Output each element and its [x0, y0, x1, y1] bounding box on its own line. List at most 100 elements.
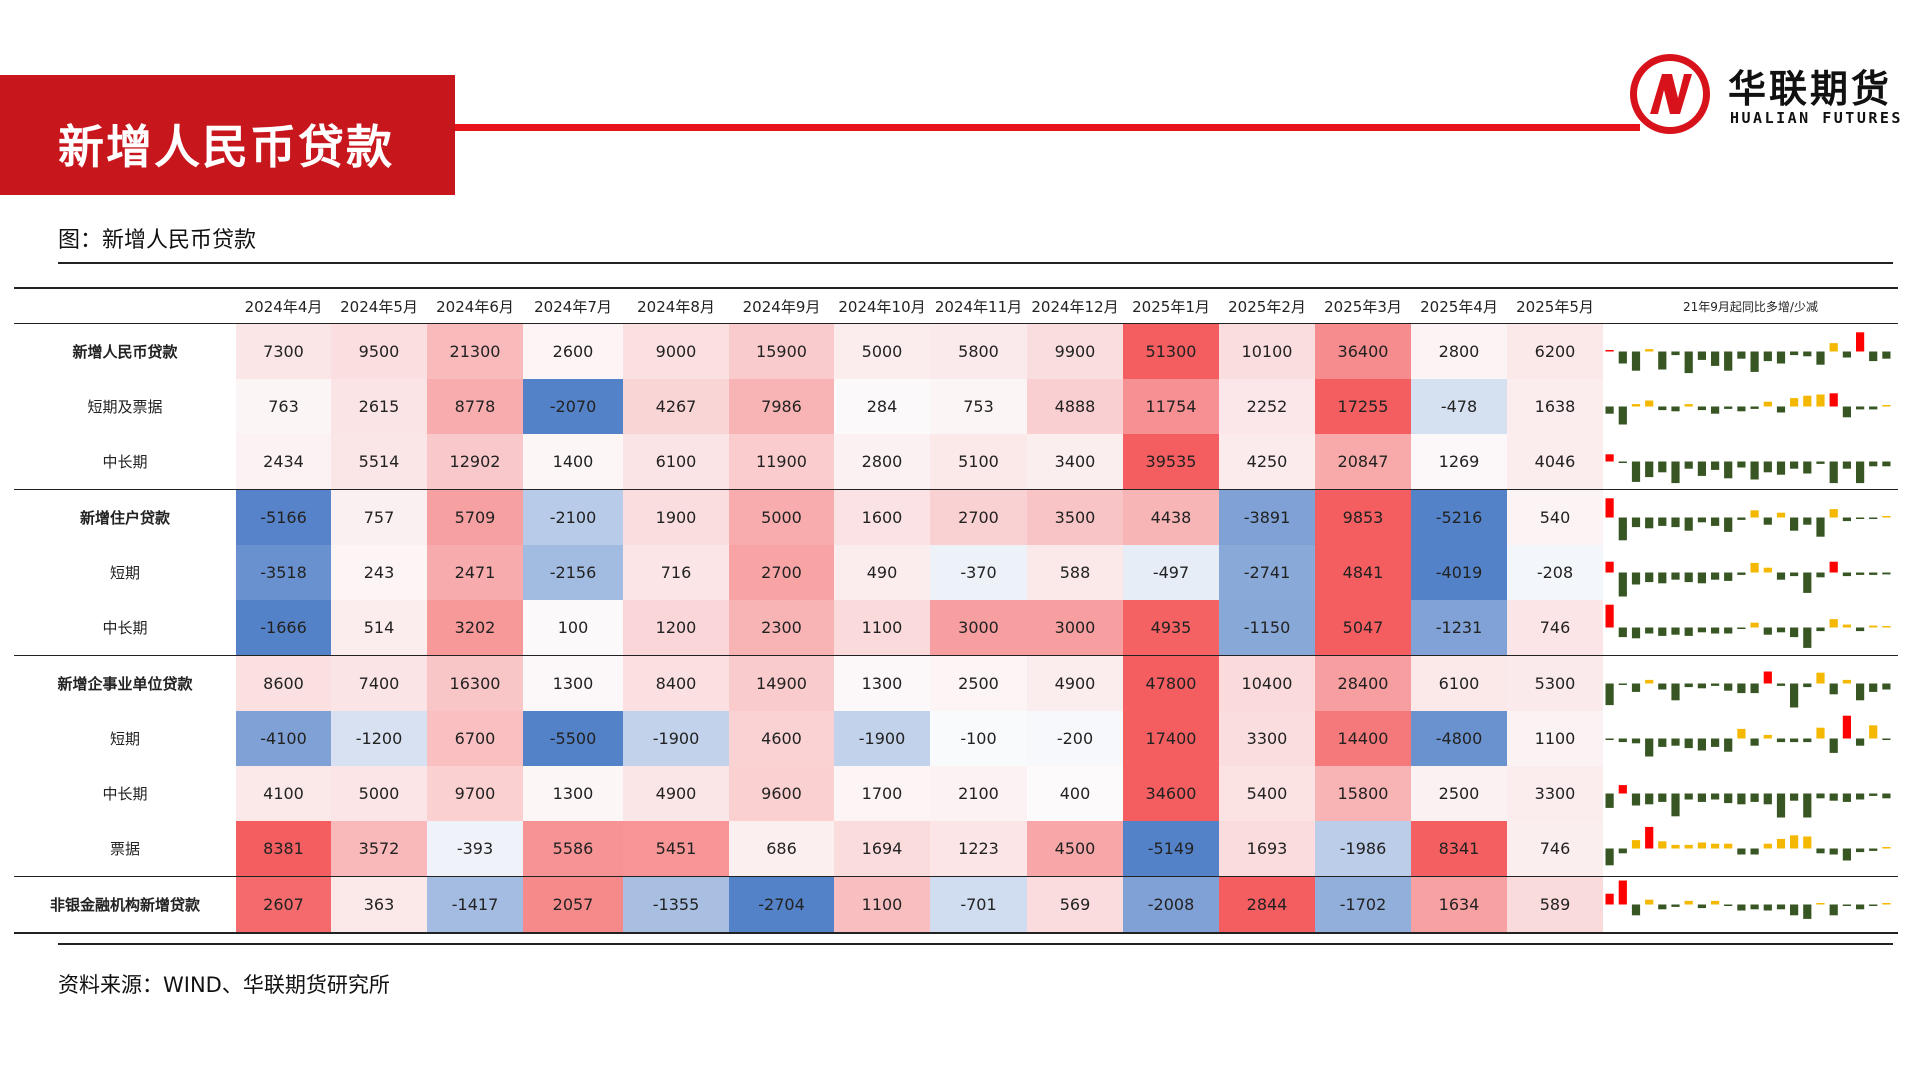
column-header: 2024年8月: [637, 297, 715, 316]
sparkline-bar: [1750, 622, 1759, 628]
heat-cell: -1900: [834, 711, 930, 766]
table-row: 票据 8381 3572 -393 5586 5451 686 1694 1223 4500 -51…: [14, 821, 1898, 877]
heat-cell: 1300: [523, 766, 623, 821]
source-note: 资料来源：WIND、华联期货研究所: [58, 973, 390, 997]
sparkline-bar: [1776, 793, 1786, 818]
sparkline-bar: [1618, 627, 1627, 638]
sparkline-bar: [1790, 738, 1799, 743]
bottom-rule: [58, 943, 1893, 945]
sparkline-bar: [1684, 793, 1693, 800]
heat-cell: 4500: [1027, 821, 1123, 877]
heat-cell: 1300: [834, 655, 930, 711]
sparkline-bar: [1882, 626, 1891, 628]
heat-cell: 14900: [729, 655, 834, 711]
table-row: 新增住户贷款 -5166 757 5709 -2100 1900 5000 1600 2700 3…: [14, 489, 1898, 545]
heat-cell: 2607: [236, 876, 331, 933]
sparkline-bar: [1737, 351, 1746, 359]
heat-cell: 7400: [331, 655, 427, 711]
heat-cell: 2800: [834, 434, 930, 490]
sparkline-bar: [1790, 572, 1799, 577]
heat-cell: -478: [1411, 379, 1507, 434]
heat-cell: 5000: [834, 323, 930, 379]
sparkline-bar: [1605, 498, 1614, 518]
sparkline-bar: [1856, 904, 1865, 910]
heat-cell: -1666: [236, 600, 331, 656]
sparkline-bar: [1869, 461, 1878, 467]
heat-cell: -3518: [236, 545, 331, 600]
sparkline-bar: [1724, 461, 1733, 479]
sparkline-bar: [1658, 627, 1667, 636]
sparkline-bar: [1724, 793, 1733, 804]
heat-cell: 1100: [834, 876, 930, 933]
sparkline-bar: [1605, 604, 1614, 628]
heat-cell: 14400: [1315, 711, 1411, 766]
column-header: 2024年12月: [1031, 297, 1119, 316]
heat-cell: 6100: [1411, 655, 1507, 711]
sparkline-bar: [1631, 627, 1641, 639]
heat-cell: 3202: [427, 600, 523, 656]
heat-cell: 21300: [427, 323, 523, 379]
sparkline-bar: [1697, 793, 1706, 802]
sparkline-bar: [1631, 461, 1641, 482]
sparkline-bar: [1750, 904, 1759, 910]
heat-cell: 5514: [331, 434, 427, 490]
sparkline-bar: [1737, 517, 1746, 520]
sparkline-bar: [1803, 793, 1812, 818]
heat-cell: 9853: [1315, 489, 1411, 545]
sparkline-bar: [1869, 625, 1878, 628]
heat-cell: 20847: [1315, 434, 1411, 490]
sparkline-bar: [1684, 517, 1693, 531]
sparkline-bar: [1829, 904, 1838, 916]
heat-cell: 17400: [1123, 711, 1219, 766]
sparkline-chart: [1605, 561, 1891, 597]
sparkline-bar: [1856, 683, 1865, 701]
table-row: 短期 -3518 243 2471 -2156 716 2700 490 -370 588 -497…: [14, 545, 1898, 600]
logo-emblem-icon: [1630, 54, 1710, 134]
sparkline-cell: [1603, 379, 1898, 434]
sparkline-bar: [1645, 461, 1654, 478]
heat-cell: 3300: [1219, 711, 1315, 766]
table-header-row: 2024年4月 2024年5月 2024年6月 2024年7月 2024年8月 2024年…: [14, 288, 1898, 324]
heat-cell: 753: [930, 379, 1027, 434]
sparkline-bar: [1816, 517, 1825, 537]
sparkline-bar: [1776, 461, 1786, 475]
heat-cell: 1223: [930, 821, 1027, 877]
sparkline-bar: [1882, 903, 1891, 905]
sparkline-bar: [1711, 793, 1720, 800]
sparkline-bar: [1803, 517, 1812, 525]
sparkline-bar: [1711, 738, 1720, 747]
heat-cell: 51300: [1123, 323, 1219, 379]
sparkline-bar: [1856, 627, 1865, 632]
sparkline-bar: [1803, 461, 1812, 474]
sparkline-chart: [1605, 393, 1891, 425]
sparkline-bar: [1658, 904, 1667, 910]
heat-cell: -1900: [623, 711, 729, 766]
heat-cell: 9600: [729, 766, 834, 821]
sparkline-bar: [1605, 454, 1614, 462]
heat-cell: 284: [834, 379, 930, 434]
sparkline-bar: [1829, 619, 1838, 628]
sparkline-bar: [1711, 406, 1720, 414]
row-label: 中长期: [102, 785, 148, 803]
heat-cell: 763: [236, 379, 331, 434]
heat-cell: 4841: [1315, 545, 1411, 600]
sparkline-bar: [1684, 627, 1693, 636]
sparkline-bar: [1671, 461, 1680, 484]
heat-cell: 243: [331, 545, 427, 600]
sparkline-bar: [1776, 351, 1786, 364]
sparkline-bar: [1869, 683, 1878, 692]
heat-cell: 17255: [1315, 379, 1411, 434]
heat-cell: 4438: [1123, 489, 1219, 545]
heat-cell: 6200: [1507, 323, 1603, 379]
sparkline-bar: [1618, 848, 1627, 854]
sparkline-bar: [1856, 406, 1865, 410]
heat-cell: 4250: [1219, 434, 1315, 490]
sparkline-bar: [1724, 572, 1733, 581]
column-header: 2025年1月: [1132, 297, 1210, 316]
sparkline-bar: [1658, 351, 1667, 370]
sparkline-bar: [1671, 793, 1680, 817]
sparkline-bar: [1842, 461, 1851, 469]
heat-cell: -5166: [236, 489, 331, 545]
sparkline-bar: [1684, 351, 1693, 374]
heat-cell: -370: [930, 545, 1027, 600]
